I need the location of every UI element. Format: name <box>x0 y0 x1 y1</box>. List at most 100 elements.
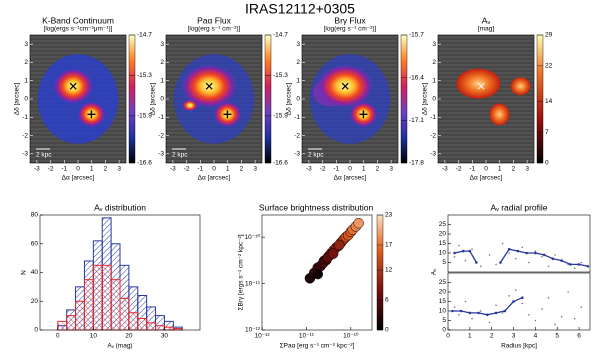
y-tick-label: 25 <box>439 279 447 286</box>
profile-point <box>503 309 507 313</box>
y-tick-label: 2 <box>24 59 28 66</box>
scale-label: 2 kpc <box>308 152 324 159</box>
scatter-point <box>312 268 323 280</box>
x-tick-label: 0 <box>348 166 352 173</box>
scatter-point <box>334 239 345 251</box>
x-tick-label: 3 <box>389 166 393 173</box>
colorbar-tick-label: -17.8 <box>409 160 424 167</box>
scale-label: 2 kpc <box>36 152 52 159</box>
colorbar <box>376 214 384 331</box>
profile-point <box>534 251 537 255</box>
x-tick-label: 6 <box>577 333 581 340</box>
profile-point <box>586 265 590 268</box>
x-tick-label: -3 <box>306 166 312 173</box>
data-point <box>521 302 524 305</box>
y-axis-label: N <box>21 270 28 275</box>
profile-point <box>512 300 515 303</box>
profile-point <box>494 311 498 315</box>
profile-point <box>569 263 572 266</box>
y-tick-label: -3 <box>158 151 164 158</box>
colorbar <box>400 34 408 164</box>
x-tick-label: 3 <box>512 333 516 340</box>
y-tick-label: 60 <box>31 240 39 247</box>
panel-title: Aᵥ distribution <box>94 202 146 212</box>
x-tick-label: 0 <box>484 166 488 173</box>
x-tick-label: 30 <box>161 333 169 340</box>
colorbar-tick-label: 0 <box>385 327 389 334</box>
colorbar-tick-label: 12 <box>385 267 393 274</box>
y-tick-label: 10 <box>439 308 447 315</box>
x-tick-label: 0 <box>446 333 450 340</box>
scale-label: 2 kpc <box>172 152 188 159</box>
y-tick-label: 5 <box>442 317 446 324</box>
colorbar-tick-label: 29 <box>545 32 553 39</box>
x-tick-label: 2 <box>376 166 380 173</box>
y-tick-label: 80 <box>31 212 39 219</box>
scatter-point <box>327 248 339 259</box>
x-tick-label: 4 <box>534 333 538 340</box>
histogram-bar <box>110 279 121 331</box>
x-tick-label: -2 <box>184 166 190 173</box>
plot-frame <box>261 214 373 331</box>
panel-title: Brγ Flux <box>334 15 366 25</box>
data-point <box>560 315 563 318</box>
y-tick-label: 1 <box>160 77 164 84</box>
data-point <box>453 255 456 258</box>
histogram-bar <box>92 264 103 331</box>
y-tick-label: 40 <box>31 269 39 276</box>
x-tick-label: 10⁻¹¹ <box>299 333 315 340</box>
profile-line <box>454 248 588 267</box>
x-axis-label: Δα [arcsec] <box>62 175 95 182</box>
data-point <box>573 317 576 320</box>
y-tick-label: 20 <box>31 298 39 305</box>
y-tick-label: 0 <box>442 327 446 334</box>
y-tick-label: -2 <box>158 132 164 139</box>
profile-point <box>468 311 472 315</box>
data-point <box>479 265 482 268</box>
y-tick-label: 3 <box>24 41 28 48</box>
data-point <box>453 306 456 309</box>
y-axis-label: Δδ [arcsec] <box>150 83 157 116</box>
data-point <box>554 323 556 326</box>
x-tick-label: -1 <box>61 166 67 173</box>
colorbar-tick-label: -16.4 <box>409 74 424 81</box>
y-tick-label: 2 <box>432 59 436 66</box>
panel-subtitle: [log(erg s⁻¹ cm⁻²)] <box>324 26 377 33</box>
profile-point <box>551 257 555 261</box>
y-axis-label: Δδ [arcsec] <box>422 83 429 116</box>
histogram-bar <box>101 264 112 331</box>
y-tick-label: 15 <box>439 240 447 247</box>
panel-title: Aᵥ radial profile <box>490 202 547 212</box>
x-tick-label: 1 <box>498 166 502 173</box>
panel-title: Aᵥ <box>482 15 491 25</box>
x-tick-label: 1 <box>226 166 230 173</box>
colorbar <box>536 34 544 164</box>
data-point <box>501 312 504 314</box>
profile-point <box>468 249 472 253</box>
data-point <box>573 267 576 270</box>
x-tick-label: -1 <box>197 166 203 173</box>
colorbar-tick-label: 14 <box>545 98 553 105</box>
x-axis-label: Aᵥ (mag) <box>107 343 132 350</box>
histogram-bar <box>155 325 165 331</box>
y-tick-label: 3 <box>432 41 436 48</box>
data-point <box>547 265 550 268</box>
colorbar-tick-label: -14.7 <box>273 32 288 39</box>
colorbar-tick-label: -15.3 <box>137 72 152 79</box>
map-background <box>438 35 534 163</box>
nucleus-marker <box>87 110 96 119</box>
x-axis-label: Radius [kpc] <box>501 343 537 350</box>
x-tick-label: -3 <box>442 166 448 173</box>
colorbar-tick-label: -17.1 <box>409 117 424 124</box>
colorbar-tick-label: -16.6 <box>137 160 152 167</box>
colorbar <box>128 34 136 164</box>
data-point <box>488 254 491 256</box>
histogram-bar <box>83 279 94 331</box>
nucleus-marker <box>341 82 349 90</box>
nucleus-marker <box>477 82 485 90</box>
nucleus-marker <box>223 110 232 119</box>
colorbar-tick-label: 22 <box>545 63 553 70</box>
profile-point <box>507 247 511 251</box>
x-tick-label: -3 <box>34 166 40 173</box>
data-point <box>488 321 491 324</box>
